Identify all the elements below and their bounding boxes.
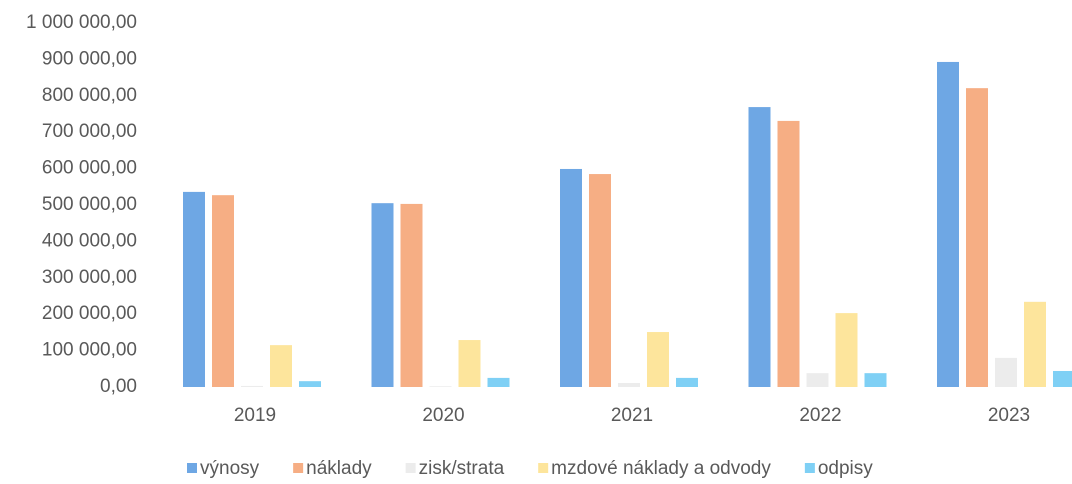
legend-swatch — [538, 463, 549, 473]
bar — [748, 107, 771, 388]
bar — [1024, 301, 1046, 387]
x-tick-label: 2019 — [234, 405, 276, 426]
bar — [806, 373, 829, 387]
bar — [995, 357, 1017, 387]
legend-swatch — [804, 463, 815, 473]
bar — [270, 345, 292, 387]
y-tick-label: 700 000,00 — [42, 121, 137, 142]
y-tick-label: 0,00 — [100, 376, 137, 397]
y-tick-label: 600 000,00 — [42, 158, 137, 179]
bar — [618, 382, 640, 387]
y-tick-label: 900 000,00 — [42, 48, 137, 69]
bar — [676, 377, 698, 387]
legend-swatch — [187, 463, 197, 473]
bar — [400, 203, 423, 387]
x-tick-label: 2023 — [988, 405, 1030, 426]
y-tick-label: 400 000,00 — [42, 230, 137, 251]
legend-label: mzdové náklady a odvody — [551, 458, 771, 479]
legend-label: zisk/strata — [419, 458, 505, 479]
bar — [777, 120, 800, 387]
y-tick-label: 1 000 000,00 — [26, 12, 137, 33]
bar — [560, 168, 582, 387]
bar — [458, 340, 481, 387]
legend-label: náklady — [306, 458, 372, 479]
y-tick-label: 300 000,00 — [42, 267, 137, 288]
x-tick-label: 2022 — [799, 405, 841, 426]
bar — [212, 195, 234, 387]
legend-swatch — [405, 463, 416, 473]
legend-label: odpisy — [818, 458, 873, 479]
bar — [487, 377, 510, 387]
y-tick-label: 800 000,00 — [42, 85, 137, 106]
bar — [937, 61, 959, 387]
bar — [429, 386, 452, 387]
x-tick-label: 2021 — [611, 405, 653, 426]
bar — [835, 313, 858, 387]
bar — [241, 385, 263, 387]
y-tick-label: 500 000,00 — [42, 194, 137, 215]
legend-swatch — [293, 463, 304, 473]
x-tick-label: 2020 — [422, 405, 464, 426]
bar — [966, 88, 988, 387]
bar — [371, 203, 394, 387]
y-tick-label: 200 000,00 — [42, 303, 137, 324]
bar — [1053, 370, 1072, 387]
y-tick-label: 100 000,00 — [42, 340, 137, 361]
bar — [183, 191, 205, 387]
bar — [589, 174, 611, 387]
bar — [647, 332, 669, 387]
bar — [864, 373, 887, 387]
legend-label: výnosy — [200, 458, 260, 479]
bar — [299, 381, 321, 387]
